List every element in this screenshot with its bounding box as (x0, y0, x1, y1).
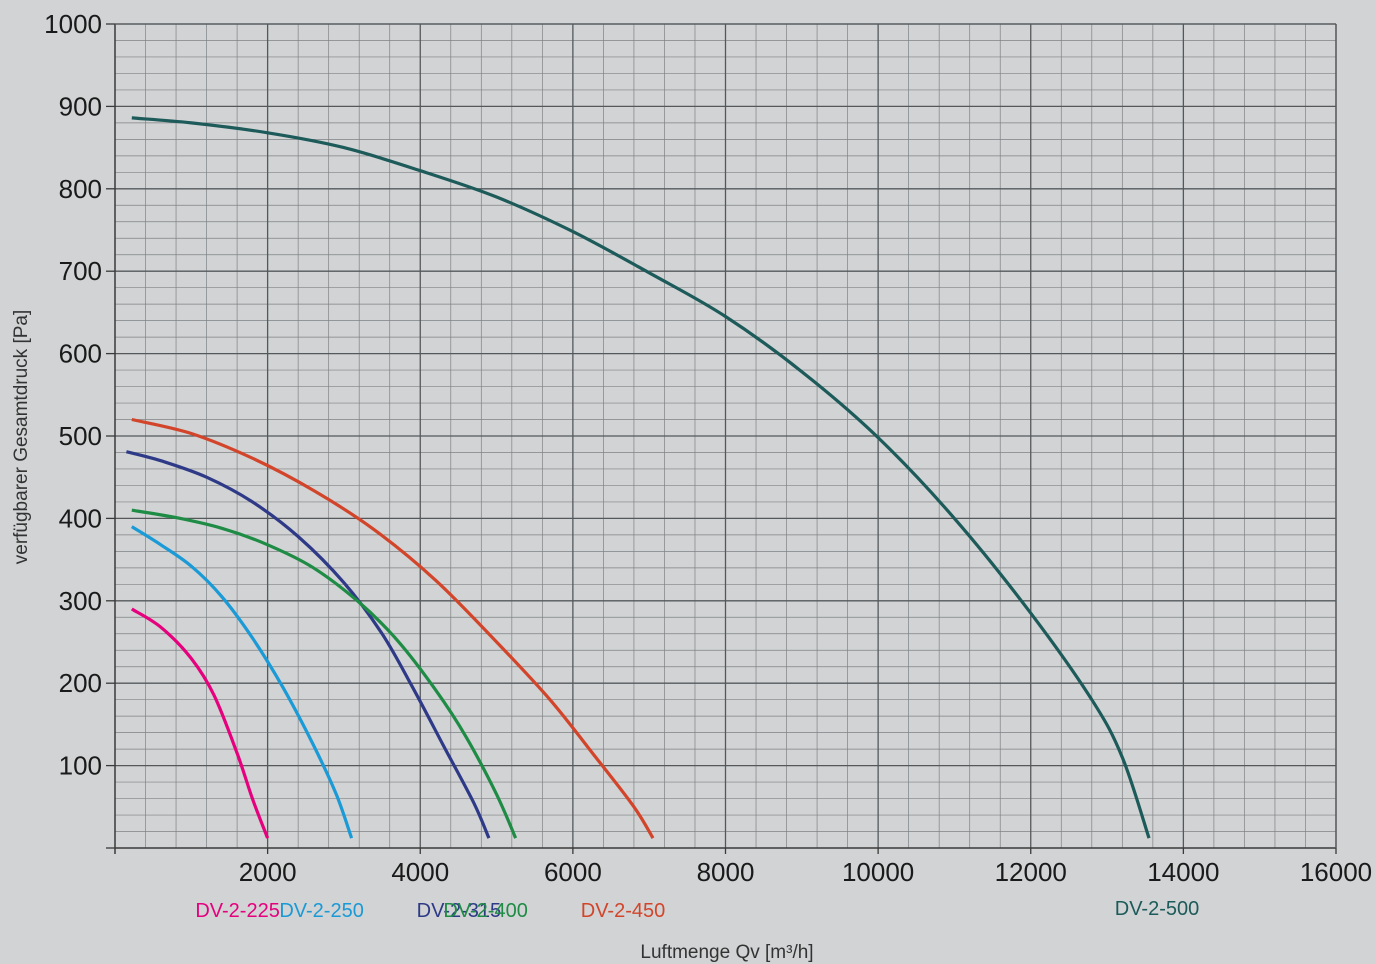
series-line-dv-2-250 (130, 525, 354, 839)
major-grid (115, 23, 1337, 848)
x-tick-labels: 2000 4000 6000 8000 10000 12000 14000 16000 (239, 857, 1372, 887)
axes (106, 23, 1337, 854)
y-tick-label: 100 (59, 751, 102, 781)
series-label-dv-2-315: DV-2-315 (417, 900, 502, 922)
y-tick-label: 300 (59, 586, 102, 616)
x-tick-label: 14000 (1147, 857, 1219, 887)
y-tick-labels: 100 200 300 400 500 600 700 800 900 1000 (44, 9, 102, 781)
series-lines (125, 116, 1151, 839)
series-line-dv-2-225 (130, 607, 270, 839)
series-line-dv-2-400 (131, 508, 518, 839)
x-axis-title: Luftmenge Qv [m³/h] (640, 942, 813, 963)
y-tick-label: 500 (59, 421, 102, 451)
y-tick-label: 700 (59, 256, 102, 286)
x-tick-label: 4000 (391, 857, 449, 887)
x-tick-label: 2000 (239, 857, 297, 887)
y-tick-label: 600 (59, 339, 102, 369)
series-label-dv-2-400: DV-2-400 (443, 900, 528, 922)
series-label-dv-2-450: DV-2-450 (581, 900, 666, 922)
x-tick-label: 8000 (697, 857, 755, 887)
y-tick-label: 400 (59, 503, 102, 533)
series-label-dv-2-500: DV-2-500 (1115, 898, 1200, 920)
y-tick-label: 200 (59, 668, 102, 698)
y-tick-label: 800 (59, 174, 102, 204)
x-tick-label: 12000 (995, 857, 1067, 887)
y-tick-label: 1000 (44, 9, 102, 39)
series-label-dv-2-225: DV-2-225 (195, 900, 280, 922)
y-axis-title: verfügbarer Gesamtdruck [Pa] (11, 310, 32, 565)
series-line-dv-2-315 (125, 450, 491, 839)
x-tick-label: 16000 (1300, 857, 1372, 887)
series-label-dv-2-250: DV-2-250 (279, 900, 364, 922)
series-line-dv-2-500 (131, 116, 1151, 839)
y-tick-label: 900 (59, 91, 102, 121)
x-tick-label: 6000 (544, 857, 602, 887)
series-line-dv-2-450 (131, 417, 655, 839)
x-tick-label: 10000 (842, 857, 914, 887)
